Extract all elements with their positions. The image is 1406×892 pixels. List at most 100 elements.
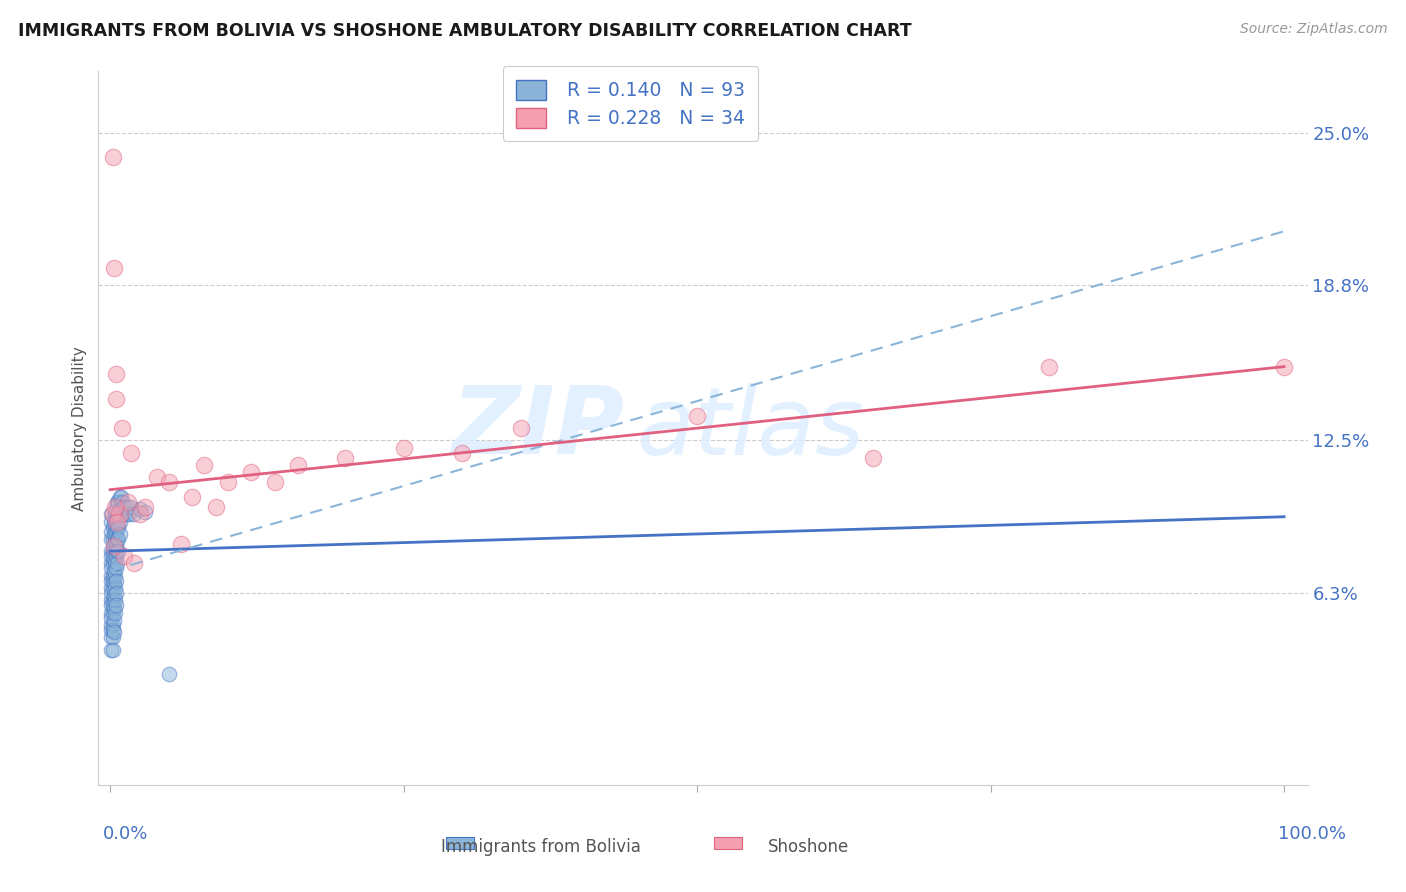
Point xyxy=(101,544,124,558)
Point xyxy=(100,599,122,613)
Point xyxy=(103,539,125,553)
Point xyxy=(105,367,128,381)
Point xyxy=(101,532,124,546)
Text: Shoshone: Shoshone xyxy=(768,838,849,856)
Point xyxy=(100,508,122,522)
Point xyxy=(105,532,128,546)
Point xyxy=(128,502,150,516)
Point xyxy=(100,549,122,563)
Point xyxy=(101,581,124,595)
Point xyxy=(193,458,215,472)
Point xyxy=(100,618,122,632)
Point xyxy=(104,508,127,522)
Point xyxy=(110,502,132,516)
Point xyxy=(169,537,191,551)
Point xyxy=(107,544,129,558)
Point xyxy=(122,557,145,571)
Point xyxy=(104,581,127,595)
Point xyxy=(117,500,139,514)
Point xyxy=(100,610,122,624)
Text: ZIP: ZIP xyxy=(451,382,624,475)
Point xyxy=(100,524,122,539)
Point xyxy=(101,606,124,620)
Point xyxy=(100,557,122,571)
Point xyxy=(101,623,124,637)
Point xyxy=(101,593,124,607)
Point xyxy=(100,630,122,644)
Point xyxy=(100,515,122,529)
Point xyxy=(107,495,129,509)
Point xyxy=(111,495,134,509)
Point xyxy=(101,618,124,632)
Point xyxy=(101,151,124,165)
Legend:   R = 0.140   N = 93,   R = 0.228   N = 34: R = 0.140 N = 93, R = 0.228 N = 34 xyxy=(502,67,758,141)
Y-axis label: Ambulatory Disability: Ambulatory Disability xyxy=(72,346,87,510)
Point xyxy=(100,623,122,637)
Point xyxy=(103,576,125,591)
Point xyxy=(240,466,263,480)
Point xyxy=(112,500,135,514)
Point xyxy=(105,512,128,526)
Point xyxy=(105,500,128,514)
Point xyxy=(100,606,122,620)
Point xyxy=(105,557,128,571)
Point xyxy=(100,593,122,607)
Text: atlas: atlas xyxy=(637,383,865,474)
Point xyxy=(105,519,128,533)
Point xyxy=(157,667,180,681)
Point xyxy=(686,409,709,423)
Point xyxy=(157,475,180,490)
Point xyxy=(104,532,127,546)
Point xyxy=(204,500,226,514)
Point xyxy=(104,569,127,583)
Point xyxy=(101,599,124,613)
Point xyxy=(120,446,142,460)
Point xyxy=(103,600,125,615)
Point xyxy=(105,392,128,406)
Point xyxy=(114,500,136,514)
Point xyxy=(112,549,135,563)
Point xyxy=(392,441,415,455)
Point xyxy=(105,549,128,563)
Point xyxy=(103,589,125,603)
Point xyxy=(104,606,127,620)
Point xyxy=(111,421,134,435)
Point xyxy=(101,508,124,522)
Point xyxy=(103,564,125,578)
Point xyxy=(105,599,128,613)
Point xyxy=(217,475,239,490)
Text: Source: ZipAtlas.com: Source: ZipAtlas.com xyxy=(1240,22,1388,37)
Point xyxy=(103,527,125,541)
Text: IMMIGRANTS FROM BOLIVIA VS SHOSHONE AMBULATORY DISABILITY CORRELATION CHART: IMMIGRANTS FROM BOLIVIA VS SHOSHONE AMBU… xyxy=(18,22,912,40)
Point xyxy=(101,574,124,588)
Point xyxy=(115,508,138,522)
Point xyxy=(105,574,128,588)
Point xyxy=(100,569,122,583)
Point xyxy=(1038,359,1060,374)
Point xyxy=(101,569,124,583)
Point xyxy=(100,642,122,657)
Point xyxy=(104,557,127,571)
Text: Immigrants from Bolivia: Immigrants from Bolivia xyxy=(441,838,641,856)
Point xyxy=(101,519,124,533)
Point xyxy=(105,508,128,522)
Point xyxy=(103,261,125,276)
Point xyxy=(107,519,129,533)
Bar xyxy=(446,837,474,849)
Point xyxy=(108,508,131,522)
Point xyxy=(110,490,132,504)
Point xyxy=(134,505,156,519)
Point xyxy=(107,532,129,546)
Point xyxy=(101,549,124,563)
Point xyxy=(862,450,884,465)
Point xyxy=(108,527,131,541)
Point xyxy=(107,508,129,522)
Point xyxy=(105,495,128,509)
Point xyxy=(118,508,141,522)
Point xyxy=(451,446,474,460)
Point xyxy=(105,537,128,551)
Point xyxy=(134,500,156,514)
Point xyxy=(108,502,131,516)
Point xyxy=(105,544,128,558)
Point xyxy=(105,561,128,575)
